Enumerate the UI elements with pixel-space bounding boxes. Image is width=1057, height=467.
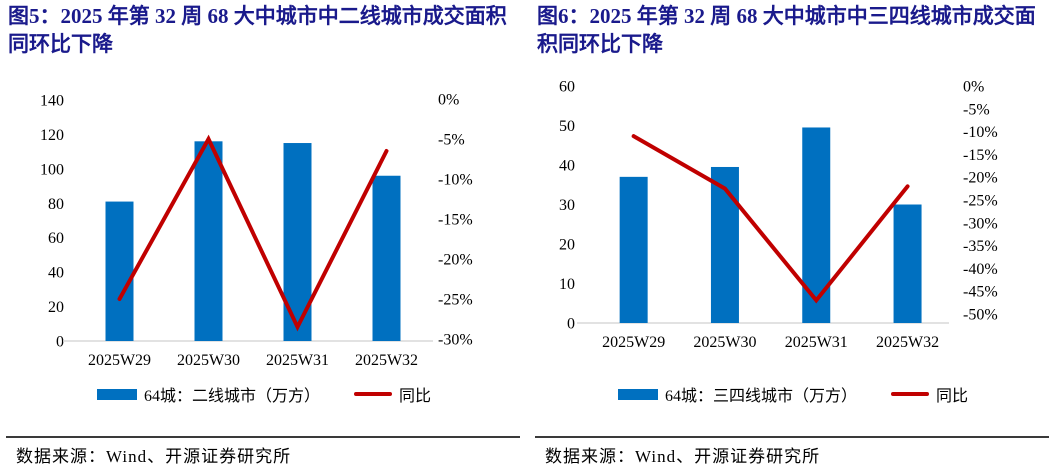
x-axis-category-label: 2025W30 [693,334,756,351]
legend-item-line: 同比 [354,382,431,406]
yoy-line-series [117,134,389,332]
right-axis-tick-label: -25% [438,292,473,309]
bar-2025W29 [619,176,648,323]
bar-swatch-icon [617,388,658,400]
left-axis-tick-label: 20 [48,299,64,316]
bar-swatch-icon [96,388,137,400]
left-axis-tick-label: 80 [48,196,64,213]
legend-line-label: 同比 [399,388,432,405]
x-axis-category-label: 2025W29 [602,334,665,351]
source-divider [535,436,1049,438]
figure5-title-line1: 图5：2025 年第 32 周 68 大中城市中二线城市成交面积 [8,4,507,28]
right-axis-tick-label: -30% [438,332,473,349]
x-axis-category-label: 2025W31 [785,334,848,351]
source-note: 数据来源：Wind、开源证券研究所 [16,447,292,466]
bar-2025W30 [194,141,223,341]
left-axis-tick-label: 140 [40,93,64,110]
right-axis-tick-label: -10% [963,124,998,141]
figure5-title: 图5：2025 年第 32 周 68 大中城市中二线城市成交面积 同环比下降 [8,2,524,58]
left-axis-tick-label: 40 [559,158,575,175]
x-axis-category-label: 2025W32 [876,334,939,351]
bar-2025W31 [802,127,831,323]
source-divider [6,436,520,438]
legend-bar-label: 64城：二线城市（万方） [143,388,320,405]
x-axis-category-label: 2025W31 [266,352,329,369]
bar-2025W32 [893,204,922,323]
left-axis-tick-label: 120 [40,127,64,144]
left-axis-tick-label: 60 [48,230,64,247]
right-axis-tick-label: 0% [963,79,984,96]
right-axis-tick-label: -40% [963,261,998,278]
figure5-chart: 0 20 40 60 80 100 120 140 0% -5% -10% -15% -20% -25% -… [40,92,473,370]
figure5-legend: 64城：二线城市（万方） 同比 [0,381,528,407]
left-axis-tick-label: 100 [40,161,64,178]
bar-2025W32 [372,175,401,341]
left-axis-tick-label: 0 [567,316,575,333]
figure5-panel: 图5：2025 年第 32 周 68 大中城市中二线城市成交面积 同环比下降 0… [0,0,528,467]
left-axis-tick-label: 20 [559,237,575,254]
left-axis-tick-label: 50 [559,118,575,135]
right-axis-tick-label: -5% [438,132,465,149]
right-axis-tick-label: -20% [438,252,473,269]
legend-item-bar: 64城：三四线城市（万方） [617,382,857,406]
right-axis-tick-label: -10% [438,172,473,189]
left-axis-tick-label: 0 [56,334,64,351]
figure5-title-line2: 同环比下降 [8,32,113,56]
left-axis-tick-label: 30 [559,197,575,214]
yoy-line-series [631,134,910,304]
left-axis-tick-label: 40 [48,265,64,282]
figure6-title: 图6：2025 年第 32 周 68 大中城市中三四线城市成交面 积同环比下降 [537,2,1053,58]
legend-item-line: 同比 [891,382,968,406]
left-axis-tick-label: 60 [559,79,575,96]
right-axis-tick-label: 0% [438,92,459,109]
source-note: 数据来源：Wind、开源证券研究所 [545,447,821,466]
figure6-chart: 0 10 20 30 40 50 60 0% -5% -10% -15% -20% -25% -30% -3… [559,79,998,352]
x-axis-category-label: 2025W30 [177,352,240,369]
line-swatch-icon [354,392,392,396]
line-swatch-icon [891,392,929,396]
legend-bar-label: 64城：三四线城市（万方） [664,388,857,405]
right-axis-tick-label: -45% [963,284,998,301]
right-axis-tick-label: -50% [963,307,998,324]
x-axis-category-label: 2025W32 [355,352,418,369]
right-axis-tick-label: -35% [963,238,998,255]
left-axis-tick-label: 10 [559,276,575,293]
figure6-title-line1: 图6：2025 年第 32 周 68 大中城市中三四线城市成交面 [537,4,1036,28]
right-axis-tick-label: -30% [963,215,998,232]
legend-item-bar: 64城：二线城市（万方） [96,382,320,406]
figure6-legend: 64城：三四线城市（万方） 同比 [529,381,1057,407]
right-axis-tick-label: -15% [963,147,998,164]
bar-2025W30 [710,166,739,323]
right-axis-tick-label: -20% [963,170,998,187]
right-axis-tick-label: -25% [963,193,998,210]
figure6-title-line2: 积同环比下降 [537,32,663,56]
x-axis-category-label: 2025W29 [88,352,151,369]
legend-line-label: 同比 [936,388,969,405]
right-axis-tick-label: -15% [438,212,473,229]
right-axis-tick-label: -5% [963,101,990,118]
figure6-panel: 图6：2025 年第 32 周 68 大中城市中三四线城市成交面 积同环比下降 … [529,0,1057,467]
bar-2025W29 [105,201,134,341]
